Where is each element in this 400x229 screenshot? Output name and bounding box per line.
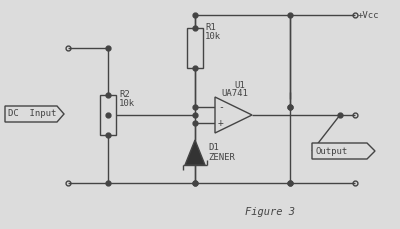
Text: 10k: 10k [205,32,221,41]
FancyBboxPatch shape [100,95,116,135]
Polygon shape [312,143,375,159]
Text: Figure 3: Figure 3 [245,207,295,217]
Text: +Vcc: +Vcc [358,11,380,21]
Text: R2: R2 [119,90,130,99]
Text: UA741: UA741 [222,89,248,98]
Text: -: - [218,102,224,112]
Text: +: + [218,118,224,128]
Text: Output: Output [316,147,348,155]
Polygon shape [5,106,64,122]
Polygon shape [215,97,252,133]
Text: U1: U1 [235,81,245,90]
Text: ZENER: ZENER [208,153,235,162]
Text: 10k: 10k [119,99,135,108]
Text: DC  Input: DC Input [8,109,56,118]
FancyBboxPatch shape [187,28,203,68]
Polygon shape [185,140,205,165]
Text: R1: R1 [205,23,216,32]
Text: D1: D1 [208,143,219,152]
